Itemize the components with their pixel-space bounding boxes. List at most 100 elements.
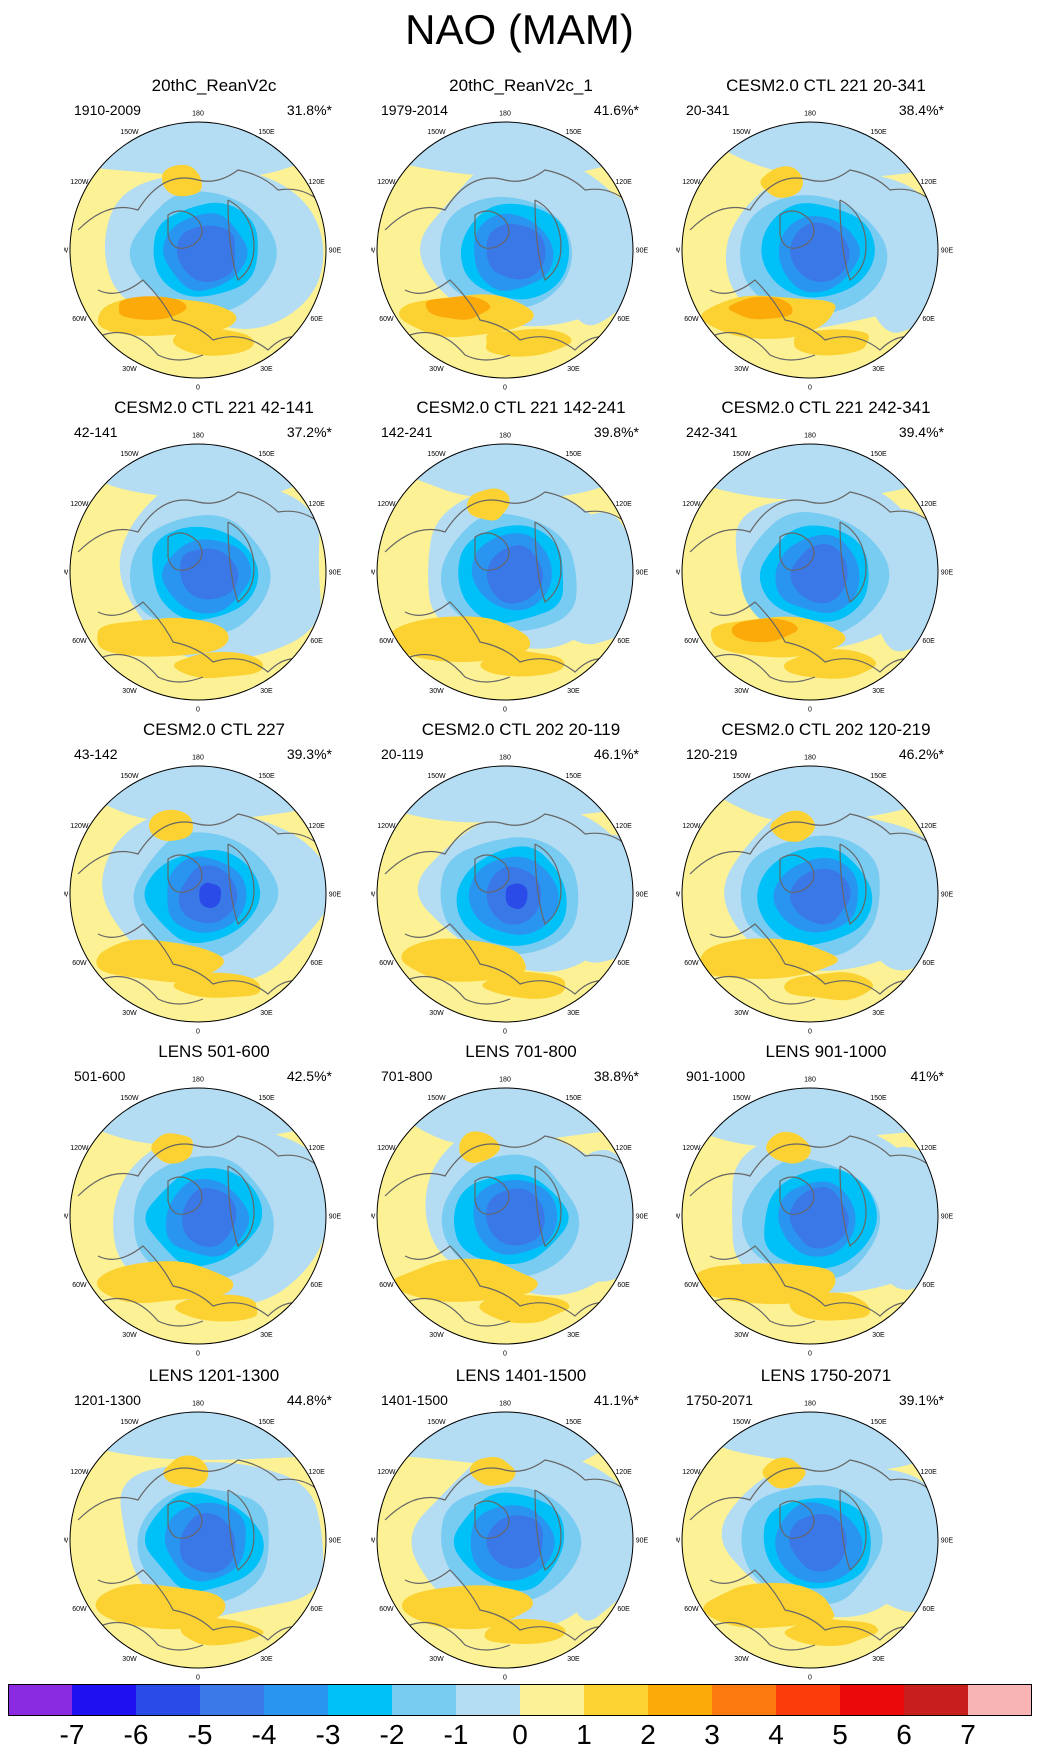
panel-year-range: 901-1000: [686, 1068, 746, 1084]
longitude-label: 150W: [120, 451, 139, 458]
coastlines: [77, 491, 326, 683]
polar-stereographic-map: 180 150E 120E 90E 60E 30E 0 30W 60W 90W 120W 150W: [676, 1077, 954, 1358]
pacific-negative-band: [82, 1088, 326, 1146]
longitude-label: 120W: [70, 823, 89, 830]
longitude-label: 30E: [567, 688, 580, 695]
panel-variance-percent: 46.1%*: [593, 746, 639, 762]
longitude-label: 150E: [870, 129, 887, 136]
polar-stereographic-map: 180 150E 120E 90E 60E 30E 0 30W 60W 90W 120W 150W: [676, 433, 954, 714]
colorbar-swatch: [328, 1684, 393, 1716]
pacific-negative-band: [377, 444, 633, 500]
longitude-label: 30W: [429, 366, 444, 373]
map-field: [377, 1412, 633, 1668]
eurasia-negative-region: [551, 1149, 633, 1282]
longitude-label: 30W: [429, 688, 444, 695]
colorbar-tick-label: 5: [832, 1719, 848, 1750]
map-field: [682, 1088, 938, 1344]
longitude-label: 90W: [676, 1538, 681, 1545]
panel-variance-percent: 31.8%*: [286, 102, 332, 118]
europe-high-band: [793, 329, 870, 356]
longitude-label: 180: [192, 433, 204, 440]
coastlines: [384, 813, 633, 1005]
panel-title: CESM2.0 CTL 221 20-341: [726, 76, 926, 95]
longitude-label: 60W: [379, 1282, 394, 1289]
longitude-label: 30E: [872, 366, 885, 373]
longitude-label: 150W: [427, 1095, 446, 1102]
map-field: [682, 766, 938, 1022]
map-field: [70, 766, 326, 1022]
longitude-label: 30W: [429, 1010, 444, 1017]
eurasia-negative-region: [560, 834, 633, 963]
atlantic-high-band: [703, 1582, 835, 1629]
atlantic-high-band: [391, 1258, 538, 1302]
polar-stereographic-map: 180 150E 120E 90E 60E 30E 0 30W 60W 90W 120W 150W: [676, 1401, 954, 1682]
coastlines: [384, 169, 633, 361]
pacific-negative-band: [70, 1412, 326, 1460]
pacific-negative-band: [682, 444, 938, 500]
longitude-label: 0: [808, 707, 812, 714]
colorbar-swatch: [456, 1684, 521, 1716]
pacific-high-blob: [469, 1456, 516, 1486]
longitude-label: 30W: [734, 688, 749, 695]
polar-low-contour-4: [790, 868, 851, 925]
panel-year-range: 20-119: [381, 746, 424, 762]
longitude-label: 30W: [122, 1656, 137, 1663]
atlantic-high-core: [425, 296, 491, 320]
pacific-high-blob: [466, 488, 510, 521]
longitude-label: 150E: [565, 451, 582, 458]
map-field: [377, 444, 633, 700]
longitude-label: 150E: [870, 1095, 887, 1102]
panel-title: CESM2.0 CTL 221 242-341: [721, 398, 931, 417]
longitude-label: 0: [503, 1029, 507, 1036]
longitude-label: 60W: [684, 316, 699, 323]
longitude-label: 180: [804, 111, 816, 118]
longitude-label: 90E: [329, 248, 342, 255]
map-boundary: [69, 443, 327, 701]
colorbar-swatch: [840, 1684, 905, 1716]
panel-variance-percent: 39.1%*: [898, 1392, 944, 1408]
longitude-label: 150W: [120, 1095, 139, 1102]
longitude-label: 150E: [870, 451, 887, 458]
longitude-label: 90W: [676, 570, 681, 577]
longitude-label: 120E: [920, 1145, 937, 1152]
map-boundary: [681, 1087, 939, 1345]
longitude-label: 0: [196, 1029, 200, 1036]
panel-year-range: 501-600: [74, 1068, 126, 1084]
eurasia-negative-region: [859, 509, 938, 652]
panel-title: CESM2.0 CTL 221 142-241: [416, 398, 626, 417]
longitude-label: 120W: [682, 501, 701, 508]
panel-variance-percent: 42.5%*: [286, 1068, 332, 1084]
longitude-label: 150E: [258, 1419, 275, 1426]
longitude-label: 60E: [617, 960, 630, 967]
map-panel: LENS 901-1000 901-1000 41%* 180 150E 120E 90E 6…: [676, 1042, 976, 1358]
europe-high-band: [784, 972, 873, 1001]
longitude-label: 90E: [941, 248, 954, 255]
longitude-label: 180: [499, 1077, 511, 1084]
longitude-label: 60E: [310, 1606, 323, 1613]
map-panel: LENS 1401-1500 1401-1500 41.1%* 180 150E 120E…: [371, 1366, 671, 1682]
longitude-label: 120W: [70, 501, 89, 508]
pacific-negative-band: [377, 766, 633, 823]
pacific-high-blob: [459, 1131, 500, 1163]
polar-low-contour-4: [179, 1512, 236, 1573]
panel-year-range: 42-141: [74, 424, 118, 440]
colorbar-tick-label: 7: [960, 1719, 976, 1750]
longitude-label: 0: [503, 1351, 507, 1358]
longitude-label: 180: [499, 1401, 511, 1408]
panel-variance-percent: 38.8%*: [593, 1068, 639, 1084]
longitude-label: 150W: [120, 773, 139, 780]
panel-variance-percent: 41.6%*: [593, 102, 639, 118]
longitude-label: 60W: [72, 1606, 87, 1613]
pacific-high-blob: [162, 164, 202, 197]
map-field: [70, 1412, 326, 1668]
panel-title: CESM2.0 CTL 227: [142, 720, 286, 739]
panel-title: LENS 1401-1500: [455, 1366, 587, 1385]
panel-year-range: 1910-2009: [74, 102, 141, 118]
longitude-label: 60W: [379, 316, 394, 323]
map-field: [70, 1088, 326, 1344]
longitude-label: 150E: [870, 1419, 887, 1426]
atlantic-high-band: [401, 1585, 533, 1630]
longitude-label: 0: [196, 1675, 200, 1682]
coastlines: [384, 491, 633, 683]
longitude-label: 150E: [258, 1095, 275, 1102]
